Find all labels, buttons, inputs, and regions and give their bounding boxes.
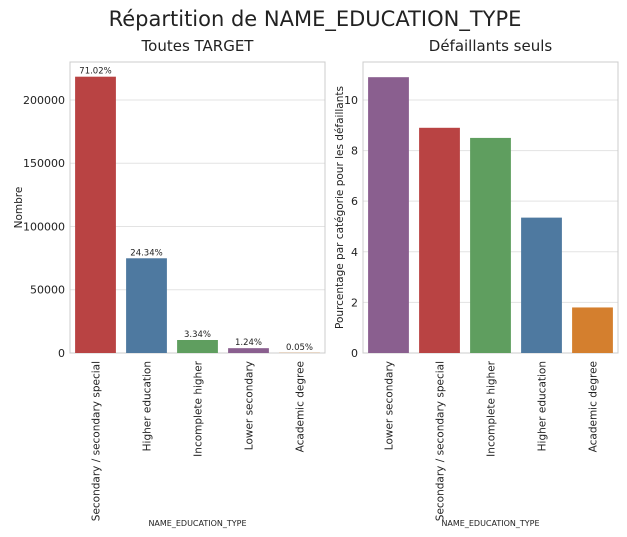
y-tick-label: 50000 (30, 284, 65, 297)
x-tick-label: Academic degree (295, 361, 307, 452)
y-tick-label: 4 (351, 246, 358, 259)
y-tick-label: 0 (58, 347, 65, 360)
bar-annotation: 0.05% (286, 343, 313, 353)
bar (368, 77, 409, 353)
bar-annotation: 3.34% (184, 330, 211, 340)
figure-title: Répartition de NAME_EDUCATION_TYPE (109, 7, 522, 32)
bar (470, 137, 511, 353)
y-axis-label: Pourcentage par catégorie pour les défai… (334, 86, 346, 329)
x-tick-label: Secondary / secondary special (435, 361, 447, 521)
bar (228, 348, 269, 353)
x-tick-label: Academic degree (588, 361, 600, 452)
bar (75, 76, 116, 353)
bar (521, 217, 562, 353)
y-tick-label: 150000 (23, 157, 65, 170)
bar (419, 127, 460, 353)
y-tick-label: 6 (351, 195, 358, 208)
x-tick-label: Higher education (142, 361, 154, 451)
x-tick-label: Higher education (537, 361, 549, 451)
bar (126, 258, 167, 353)
bar-annotation: 24.34% (130, 248, 162, 258)
x-axis-label: NAME_EDUCATION_TYPE (441, 519, 539, 528)
y-tick-label: 100000 (23, 220, 65, 233)
y-tick-label: 2 (351, 296, 358, 309)
chart-title: Toutes TARGET (141, 37, 255, 55)
x-tick-label: Incomplete higher (486, 360, 498, 456)
x-tick-label: Lower secondary (384, 361, 396, 450)
y-tick-label: 200000 (23, 94, 65, 107)
x-tick-label: Secondary / secondary special (91, 361, 103, 521)
x-tick-label: Incomplete higher (193, 360, 205, 456)
bar-annotation: 71.02% (79, 67, 111, 77)
y-tick-label: 8 (351, 145, 358, 158)
bar (177, 339, 218, 353)
y-axis-label: Nombre (13, 187, 25, 229)
y-tick-label: 10 (344, 94, 358, 107)
chart-title: Défaillants seuls (429, 37, 553, 55)
bar (572, 307, 613, 353)
x-tick-label: Lower secondary (244, 361, 256, 450)
bar-annotation: 1.24% (235, 338, 262, 348)
y-tick-label: 0 (351, 347, 358, 360)
x-axis-label: NAME_EDUCATION_TYPE (148, 519, 246, 528)
